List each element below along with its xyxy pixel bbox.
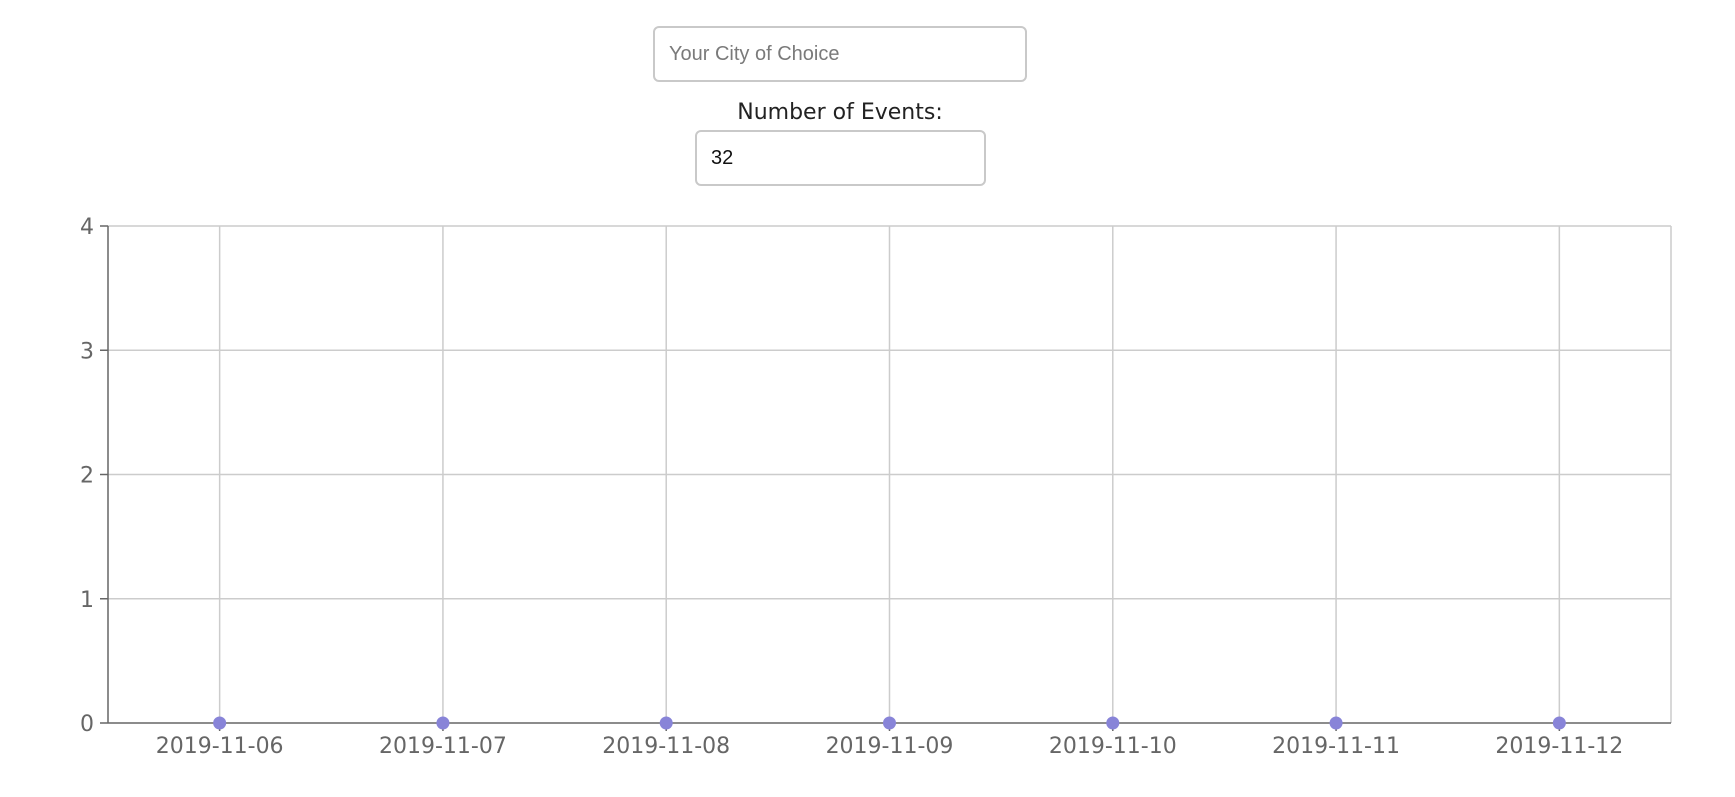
y-tick-label-3: 3 [80, 339, 94, 364]
x-tick-label-1: 2019-11-07 [379, 734, 507, 759]
data-point-0[interactable] [213, 716, 227, 730]
y-tick-label-4: 4 [80, 215, 94, 240]
city-search-input[interactable] [653, 26, 1027, 82]
data-point-1[interactable] [436, 716, 450, 730]
x-tick-label-0: 2019-11-06 [156, 734, 284, 759]
data-point-4[interactable] [1106, 716, 1120, 730]
data-point-3[interactable] [883, 716, 896, 730]
x-tick-label-2: 2019-11-08 [602, 734, 730, 759]
y-tick-label-2: 2 [80, 464, 94, 489]
chart-axes [100, 225, 1671, 731]
x-tick-label-5: 2019-11-11 [1272, 734, 1400, 759]
x-tick-label-4: 2019-11-10 [1049, 734, 1177, 759]
chart-grid [108, 225, 1672, 723]
x-tick-label-3: 2019-11-09 [826, 734, 954, 759]
number-of-events-input[interactable] [695, 130, 986, 186]
y-tick-label-1: 1 [80, 588, 94, 613]
chart-tick-labels: 0 1 2 3 4 2019-11-06 2019-11-07 2019-11-08 2019-… [80, 215, 1623, 759]
data-point-5[interactable] [1329, 716, 1343, 730]
data-point-6[interactable] [1552, 716, 1566, 730]
number-of-events-label: Number of Events: [737, 100, 943, 125]
data-point-2[interactable] [659, 716, 673, 730]
chart-points [213, 716, 1566, 730]
y-tick-label-0: 0 [80, 712, 94, 737]
x-tick-label-6: 2019-11-12 [1495, 734, 1623, 759]
